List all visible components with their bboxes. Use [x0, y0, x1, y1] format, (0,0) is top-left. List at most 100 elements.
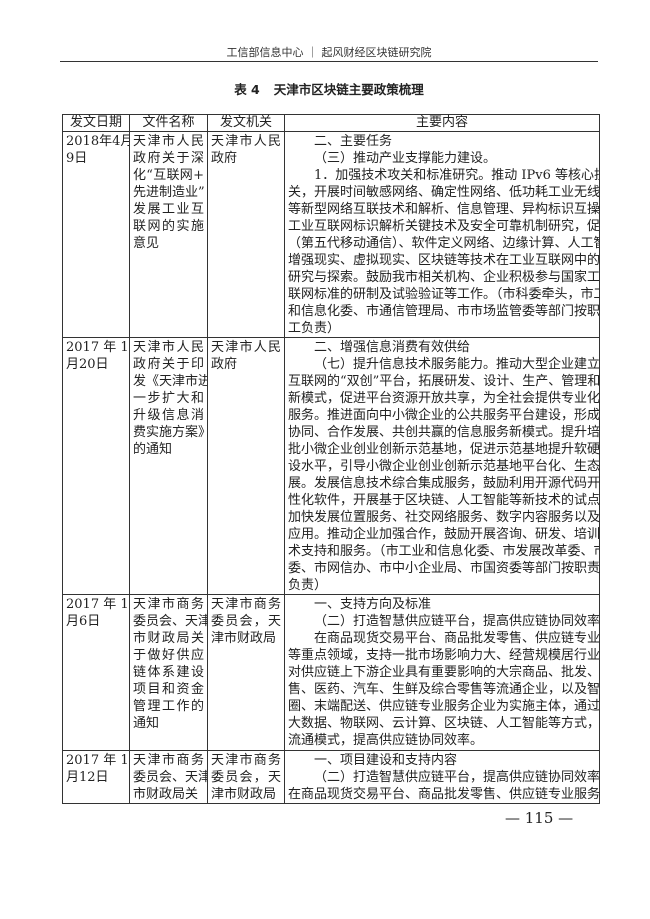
name-line: 于做好供应 — [133, 648, 204, 663]
content-line: 互联网的“双创”平台，拓展研发、设计、生产、管理和服务 — [288, 374, 600, 389]
content-line: 设水平，引导小微企业创业创新示范基地平台化、生态化发 — [288, 459, 600, 474]
table-number: 表 4 — [234, 82, 260, 97]
cell-org: 天津市商务 委员会，天 津市财政局 — [207, 750, 285, 804]
date-line: 2018年4月 — [66, 134, 130, 149]
org-line: 天津市商务 — [211, 753, 281, 768]
name-line: 天津市人民 — [133, 134, 204, 149]
name-line: 天津市商务 — [133, 597, 204, 612]
content-line: （第五代移动通信）、软件定义网络、边缘计算、人工智能、 — [288, 236, 600, 251]
name-line: 天津市商务 — [133, 753, 204, 768]
name-line: 链体系建设 — [133, 665, 204, 680]
cell-name: 天津市人民 政府关于印 发《天津市进 一步扩大和 升级信息消 费实施方案》 的通知 — [129, 337, 208, 595]
date-line: 2017 年 11 — [66, 597, 129, 612]
org-line: 政府 — [211, 357, 238, 372]
content-line: 增强现实、虚拟现实、区块链等技术在工业互联网中的应用 — [288, 253, 600, 268]
name-line: 发《天津市进 — [133, 374, 208, 389]
content-line: 批小微企业创业创新示范基地，促进示范基地提升软硬件建 — [288, 442, 600, 457]
header-name: 文件名称 — [129, 114, 208, 132]
cell-org: 天津市人民 政府 — [207, 131, 285, 338]
content-line: 性化软件，开展基于区块链、人工智能等新技术的试点应用， — [288, 493, 600, 508]
content-line: 负责） — [288, 578, 328, 593]
content-line: 二、主要任务 — [314, 134, 393, 149]
content-line: 1．加强技术攻关和标准研究。推动 IPv6 等核心技术攻 — [314, 168, 599, 183]
content-line: 二、增强信息消费有效供给 — [314, 340, 471, 355]
content-line: 展。发展信息技术综合集成服务，鼓励利用开源代码开发个 — [288, 476, 600, 491]
header-content: 主要内容 — [284, 114, 600, 132]
name-line: 先进制造业” — [133, 185, 205, 200]
content-line: 加快发展位置服务、社交网络服务、数字内容服务以及智能 — [288, 510, 600, 525]
name-line: 的通知 — [133, 442, 173, 457]
content-line: 和信息化委、市通信管理局、市市场监管委等部门按职责分 — [288, 304, 600, 319]
content-line: 应用。推动企业加强合作，鼓励开展咨询、研发、培训等技 — [288, 527, 600, 542]
content-line: （二）打造智慧供应链平台，提高供应链协同效率 — [314, 614, 600, 629]
table-title: 天津市区块链主要政策梳理 — [273, 82, 424, 97]
page-number: — 115 — — [505, 809, 574, 827]
name-line: 通知 — [133, 716, 160, 731]
content-line: 在商品现货交易平台、商品批发零售、供应链专业服务等重 — [288, 787, 600, 802]
date-line: 月20日 — [66, 357, 109, 372]
content-line: （三）推动产业支撑能力建设。 — [314, 151, 497, 166]
cell-content: 一、支持方向及标准 （二）打造智慧供应链平台，提高供应链协同效率 在商品现货交易平台… — [284, 594, 600, 751]
cell-name: 天津市人民 政府关于深 化“互联网+ 先进制造业” 发展工业互 联网的实施 意见 — [129, 131, 208, 338]
cell-org: 天津市商务 委员会，天 津市财政局 — [207, 594, 285, 751]
content-line: 关，开展时间敏感网络、确定性网络、低功耗工业无线网络 — [288, 185, 600, 200]
policy-table: 发文日期 文件名称 发文机关 主要内容 2018年4月 9日 天津市人民 政府关于深化… — [62, 114, 600, 804]
content-line: 在商品现货交易平台、商品批发零售、供应链专业服务 — [314, 631, 600, 646]
name-line: 意见 — [133, 236, 160, 251]
table-row: 2018年4月 9日 天津市人民 政府关于深 化“互联网+ 先进制造业” 发展工业互 联网的实… — [62, 131, 600, 338]
cell-name: 天津市商务 委员会、天津 市财政局关 于做好供应 链体系建设 项目和资金 管理工作的 通知 — [129, 594, 208, 751]
cell-date: 2017 年 11 月20日 — [62, 337, 130, 595]
cell-date: 2017 年 11 月6日 — [62, 594, 130, 751]
table-header-row: 发文日期 文件名称 发文机关 主要内容 — [62, 114, 600, 132]
name-line: 市财政局关 — [133, 787, 199, 802]
content-line: 大数据、物联网、云计算、区块链、人工智能等方式，创新 — [288, 716, 600, 731]
org-line: 天津市商务 — [211, 597, 281, 612]
cell-content: 二、增强信息消费有效供给 （七）提升信息技术服务能力。推动大型企业建立基于互联网的… — [284, 337, 600, 595]
name-line: 费实施方案》 — [133, 425, 208, 440]
name-line: 委员会、天津 — [133, 614, 208, 629]
content-line: 工负责） — [288, 321, 341, 336]
cell-content: 二、主要任务 （三）推动产业支撑能力建设。 1．加强技术攻关和标准研究。推动 IPv… — [284, 131, 600, 338]
cell-org: 天津市人民 政府 — [207, 337, 285, 595]
content-line: 新模式，促进平台资源开放共享，为全社会提供专业化信息 — [288, 391, 600, 406]
content-line: 等重点领域，支持一批市场影响力大、经营规模居行业前列、 — [288, 648, 600, 663]
table-row: 2017 年 11 月6日 天津市商务委员会、天津市财政局关于做好供应链体系建设项目… — [62, 594, 600, 751]
table-caption: 表 4 天津市区块链主要政策梳理 — [60, 79, 598, 98]
content-line: （二）打造智慧供应链平台，提高供应链协同效率 — [314, 770, 600, 785]
content-line: 流通模式，提高供应链协同效率。 — [288, 733, 484, 748]
name-line: 天津市人民 — [133, 340, 204, 355]
content-line: 圈、末端配送、供应链专业服务企业为实施主体，通过利用 — [288, 699, 600, 714]
table-row: 2017 年 10月12日天津市商务委员会、天津市财政局关天津市商务委员会，天津… — [62, 750, 600, 804]
content-line: 协同、合作发展、共创共赢的信息服务新模式。提升培育一 — [288, 425, 600, 440]
content-line: 等新型网络互联技术和解析、信息管理、异构标识互操作等 — [288, 202, 600, 217]
cell-date: 2018年4月 9日 — [62, 131, 130, 338]
content-line: 工业互联网标识解析关键技术及安全可靠机制研究，促进 5G — [288, 219, 600, 234]
content-line: 委、市网信办、市中小企业局、市国资委等部门按职责分工 — [288, 561, 600, 576]
content-line: 术支持和服务。（市工业和信息化委、市发展改革委、市科 — [288, 544, 600, 559]
name-line: 政府关于印 — [133, 357, 204, 372]
org-line: 津市财政局 — [211, 631, 277, 646]
content-line: 联网标准的研制及试验验证等工作。（市科委牵头，市工业 — [288, 287, 600, 302]
name-line: 联网的实施 — [133, 219, 204, 234]
name-line: 化“互联网+ — [133, 168, 204, 183]
content-line: （七）提升信息技术服务能力。推动大型企业建立基于 — [314, 357, 600, 372]
header-rule — [60, 61, 598, 62]
running-head: 工信部信息中心 ｜ 起风财经区块链研究院 — [226, 46, 432, 59]
date-line: 月12日 — [66, 770, 109, 785]
name-line: 委员会、天津 — [133, 770, 208, 785]
date-line: 月6日 — [66, 614, 101, 629]
table-row: 2017 年 11 月20日 天津市人民政府关于印发《天津市进一步扩大和升级信息消费… — [62, 337, 600, 595]
content-line: 服务。推进面向中小微企业的公共服务平台建设，形成业务 — [288, 408, 600, 423]
org-line: 津市财政局 — [211, 787, 277, 802]
content-line: 对供应链上下游企业具有重要影响的大宗商品、批发、新零 — [288, 665, 600, 680]
name-line: 政府关于深 — [133, 151, 204, 166]
content-line: 一、支持方向及标准 — [314, 597, 432, 612]
org-line: 天津市人民 — [211, 134, 281, 149]
content-line: 一、项目建设和支持内容 — [314, 753, 458, 768]
content-line: 售、医药、汽车、生鲜及综合零售等流通企业，以及智慧商 — [288, 682, 600, 697]
header-date: 发文日期 — [62, 114, 130, 132]
cell-content: 一、项目建设和支持内容 （二）打造智慧供应链平台，提高供应链协同效率在商品现货交易… — [284, 750, 600, 804]
date-line: 2017 年 10 — [66, 753, 129, 768]
name-line: 项目和资金 — [133, 682, 204, 697]
org-line: 政府 — [211, 151, 238, 166]
